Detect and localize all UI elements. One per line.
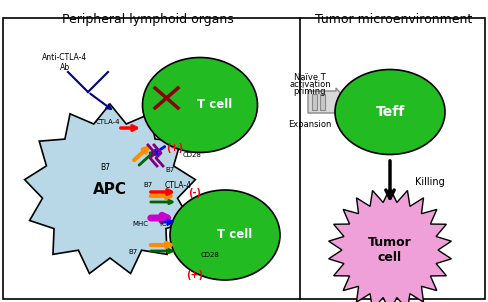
Polygon shape [24, 104, 195, 274]
Text: Ab: Ab [60, 63, 70, 72]
Text: CD28: CD28 [183, 152, 202, 158]
Bar [320, 94, 325, 110]
Ellipse shape [170, 190, 280, 280]
Ellipse shape [335, 69, 445, 155]
Text: CTLA-4: CTLA-4 [164, 181, 191, 189]
Text: CTLA-4: CTLA-4 [96, 119, 120, 125]
Text: TCR: TCR [158, 221, 172, 227]
Text: (-): (-) [188, 188, 202, 198]
Bar [312, 94, 317, 110]
Text: Anti-CTLA-4: Anti-CTLA-4 [42, 53, 88, 63]
Text: T cell: T cell [197, 98, 233, 111]
Polygon shape [328, 188, 451, 302]
Text: Teff: Teff [375, 105, 405, 119]
Text: Tumor microenvironment: Tumor microenvironment [315, 13, 472, 26]
Text: priming: priming [294, 87, 326, 96]
Text: (+): (+) [186, 270, 203, 280]
Text: Killing: Killing [415, 177, 445, 187]
Text: activation: activation [289, 80, 331, 89]
Text: MHC: MHC [132, 221, 148, 227]
Text: CD28: CD28 [201, 252, 220, 258]
Text: B7: B7 [143, 182, 153, 188]
Text: T cell: T cell [217, 229, 253, 242]
Text: Peripheral lymphoid organs: Peripheral lymphoid organs [62, 13, 234, 26]
Text: Expansion: Expansion [288, 120, 332, 129]
Text: Naïve T: Naïve T [294, 73, 326, 82]
Text: B7: B7 [100, 163, 110, 172]
Text: Tumor
cell: Tumor cell [368, 236, 412, 264]
FancyArrow shape [308, 88, 348, 116]
Text: B7: B7 [128, 249, 138, 255]
Text: B7: B7 [165, 167, 175, 173]
Text: APC: APC [93, 182, 127, 198]
Text: (+): (+) [166, 143, 183, 153]
Ellipse shape [142, 57, 258, 153]
